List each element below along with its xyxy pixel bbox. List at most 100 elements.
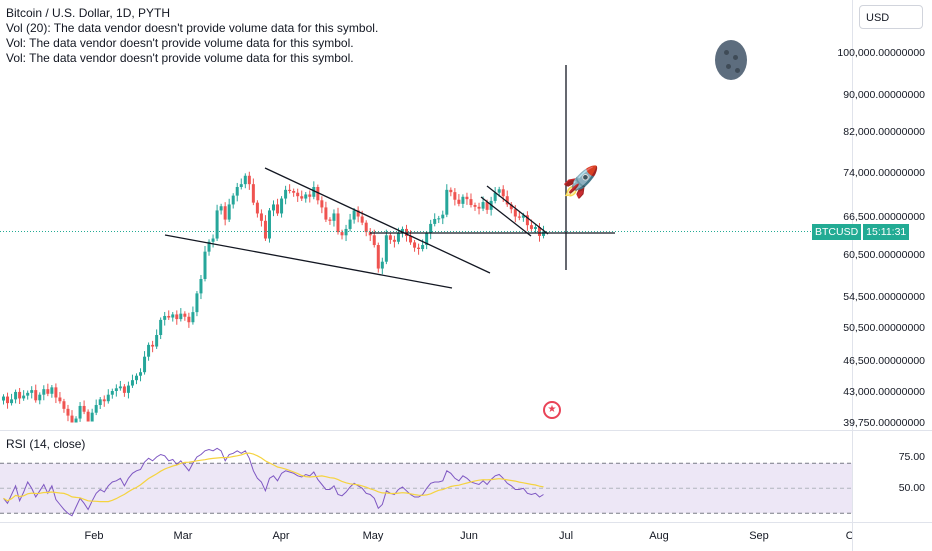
symbol-title[interactable]: Bitcoin / U.S. Dollar, 1D, PYTH [6,6,171,20]
candle-body [102,399,106,402]
candle-body [308,194,312,197]
candle-body [118,386,122,389]
candle-body [34,390,38,401]
candle-body [417,247,421,249]
candle-body [497,189,501,193]
candle-body [356,210,360,217]
candle-body [485,202,489,210]
rsi-pane[interactable]: RSI (14, close) [0,430,852,523]
candle-body [247,175,251,185]
candle-body [163,315,167,320]
candle-body [10,399,14,404]
rsi-axis-label: 50.00 [898,482,925,495]
candle-body [316,186,320,201]
candle-body [433,218,437,224]
candle-body [42,389,46,395]
rsi-axis-label: 75.00 [898,451,925,463]
time-axis[interactable]: Feb Mar Apr May Jun Jul Aug Sep O [0,522,855,551]
time-axis-label: O [845,530,855,542]
currency-button[interactable]: USD [859,5,923,29]
candle-body [465,196,469,200]
rsi-ma-line [3,452,544,503]
candle-body [14,391,18,400]
volume-legend-2: Vol: The data vendor doesn't provide vol… [6,51,354,65]
price-axis[interactable]: USD 100,000.00000000 90,000.00000000 82,00… [837,0,932,430]
candle-body [380,261,384,269]
rsi-legend[interactable]: RSI (14, close) [6,437,86,451]
candle-body [223,206,227,220]
flag-lower-line [480,196,532,237]
candle-body [533,227,537,229]
candle-body [276,204,280,214]
candle-body [368,232,372,236]
candle-body [211,238,215,242]
candle-body [469,199,473,206]
candle-body [2,396,5,401]
candle-body [288,189,292,191]
moon-icon[interactable] [715,40,747,80]
candle-body [98,399,102,406]
time-axis-label: Apr [272,530,290,542]
candle-body [344,228,348,236]
candle-body [259,213,263,221]
candle-body [22,395,26,399]
candle-body [340,232,344,236]
time-axis-label: Mar [173,530,193,542]
current-price-tag: BTCUSD 15:11:31 [812,224,910,240]
trendline-upper [264,167,491,274]
candle-body [70,415,74,423]
candle-body [352,210,356,220]
candle-body [513,209,517,217]
price-axis-label: 43,000.00000000 [843,385,925,398]
candle-body [542,231,546,236]
candle-body [251,184,255,203]
price-axis-label: 39,750.00000000 [843,417,925,429]
candle-body [429,223,433,234]
candle-body [175,314,179,320]
rsi-axis[interactable]: 75.00 50.00 [852,430,932,523]
candle-body [461,196,465,204]
candle-body [215,210,219,239]
rsi-chart[interactable] [0,431,852,523]
candle-body [199,279,203,294]
flag-upper-line [486,185,549,235]
candle-body [529,225,533,229]
candle-body [312,186,316,197]
candle-body [50,387,54,394]
time-axis-label: Feb [84,530,104,542]
candle-body [509,204,513,210]
candle-body [413,242,417,248]
candle-body [267,210,271,239]
price-axis-label: 90,000.00000000 [843,88,925,101]
candle-body [473,205,477,207]
candle-body [392,239,396,242]
candle-body [139,372,143,376]
candle-body [280,198,284,214]
candle-body [239,184,243,187]
trendline-lower [164,234,453,289]
candle-body [388,235,392,240]
candle-body [6,396,10,404]
candle-body [437,218,441,220]
candle-body [360,216,364,223]
rocket-emoji[interactable]: 🚀 [562,166,600,199]
candle-body [143,356,147,373]
candle-body [134,375,138,381]
candle-body [207,241,211,252]
axis-corner [852,522,932,551]
candlestick-chart[interactable] [0,0,852,430]
candle-body [425,233,429,246]
us-flag-event-icon[interactable]: ★ [543,401,561,419]
candle-body [421,245,425,249]
candle-body [159,319,163,336]
candle-body [26,392,30,396]
candle-body [126,385,130,393]
candle-body [505,196,509,205]
candle-body [110,391,114,395]
candle-body [449,189,453,193]
candle-body [328,219,332,221]
candle-body [82,405,86,412]
candle-body [183,313,187,317]
time-axis-label: Sep [749,530,769,542]
price-chart-pane[interactable]: Bitcoin / U.S. Dollar, 1D, PYTH Vol (20)… [0,0,852,430]
